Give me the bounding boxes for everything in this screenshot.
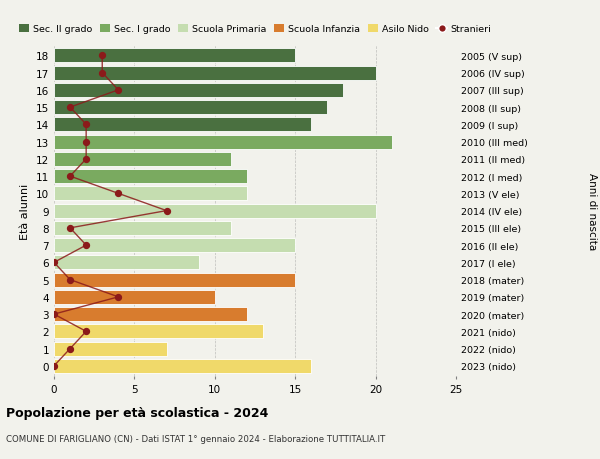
- Bar: [54, 325, 263, 339]
- Point: [65, 173, 75, 180]
- Point: [82, 242, 91, 249]
- Bar: [54, 290, 215, 304]
- Bar: [54, 84, 343, 98]
- Point: [162, 207, 172, 215]
- Point: [113, 87, 123, 95]
- Bar: [54, 204, 376, 218]
- Point: [65, 104, 75, 112]
- Point: [65, 276, 75, 284]
- Point: [49, 363, 59, 370]
- Text: Popolazione per età scolastica - 2024: Popolazione per età scolastica - 2024: [6, 406, 268, 419]
- Point: [82, 121, 91, 129]
- Y-axis label: Età alunni: Età alunni: [20, 183, 31, 239]
- Bar: [54, 273, 295, 287]
- Bar: [54, 221, 231, 235]
- Bar: [54, 67, 376, 80]
- Bar: [54, 187, 247, 201]
- Point: [97, 70, 107, 77]
- Legend: Sec. II grado, Sec. I grado, Scuola Primaria, Scuola Infanzia, Asilo Nido, Stran: Sec. II grado, Sec. I grado, Scuola Prim…: [15, 21, 495, 38]
- Point: [49, 311, 59, 318]
- Text: COMUNE DI FARIGLIANO (CN) - Dati ISTAT 1° gennaio 2024 - Elaborazione TUTTITALIA: COMUNE DI FARIGLIANO (CN) - Dati ISTAT 1…: [6, 434, 385, 443]
- Point: [65, 225, 75, 232]
- Point: [82, 139, 91, 146]
- Bar: [54, 49, 295, 63]
- Point: [82, 156, 91, 163]
- Point: [113, 294, 123, 301]
- Bar: [54, 152, 231, 167]
- Bar: [54, 256, 199, 270]
- Point: [113, 190, 123, 197]
- Point: [65, 345, 75, 353]
- Point: [82, 328, 91, 335]
- Bar: [54, 135, 392, 149]
- Bar: [54, 342, 167, 356]
- Bar: [54, 118, 311, 132]
- Bar: [54, 101, 328, 115]
- Bar: [54, 170, 247, 184]
- Bar: [54, 308, 247, 321]
- Bar: [54, 359, 311, 373]
- Point: [97, 52, 107, 60]
- Bar: [54, 239, 295, 252]
- Text: Anni di nascita: Anni di nascita: [587, 173, 597, 250]
- Point: [49, 259, 59, 266]
